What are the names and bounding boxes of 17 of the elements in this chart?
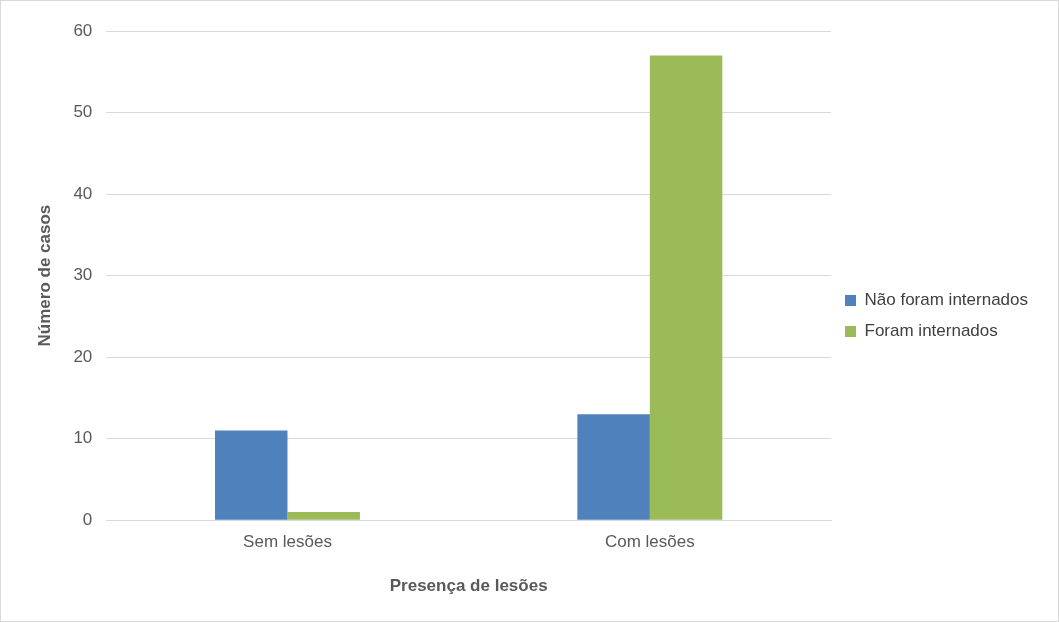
y-tick-label: 50 xyxy=(73,102,93,122)
bar xyxy=(649,55,723,520)
y-tick-label: 60 xyxy=(73,20,93,40)
y-tick-label: 40 xyxy=(73,183,93,203)
y-tick-label: 10 xyxy=(73,428,93,448)
x-tick-label: Sem lesões xyxy=(243,532,332,552)
y-tick-label: 30 xyxy=(73,265,93,285)
x-tick-label: Com lesões xyxy=(604,532,695,552)
legend-label: Foram internados xyxy=(864,321,998,341)
bar xyxy=(287,512,360,520)
bar xyxy=(215,430,288,520)
x-axis-title: Presença de lesões xyxy=(389,576,548,596)
y-tick-label: 20 xyxy=(73,346,93,366)
y-axis-title: Número de casos xyxy=(34,204,54,347)
legend-label: Não foram internados xyxy=(864,290,1029,310)
bar xyxy=(577,414,650,520)
y-tick-label: 0 xyxy=(82,509,93,529)
